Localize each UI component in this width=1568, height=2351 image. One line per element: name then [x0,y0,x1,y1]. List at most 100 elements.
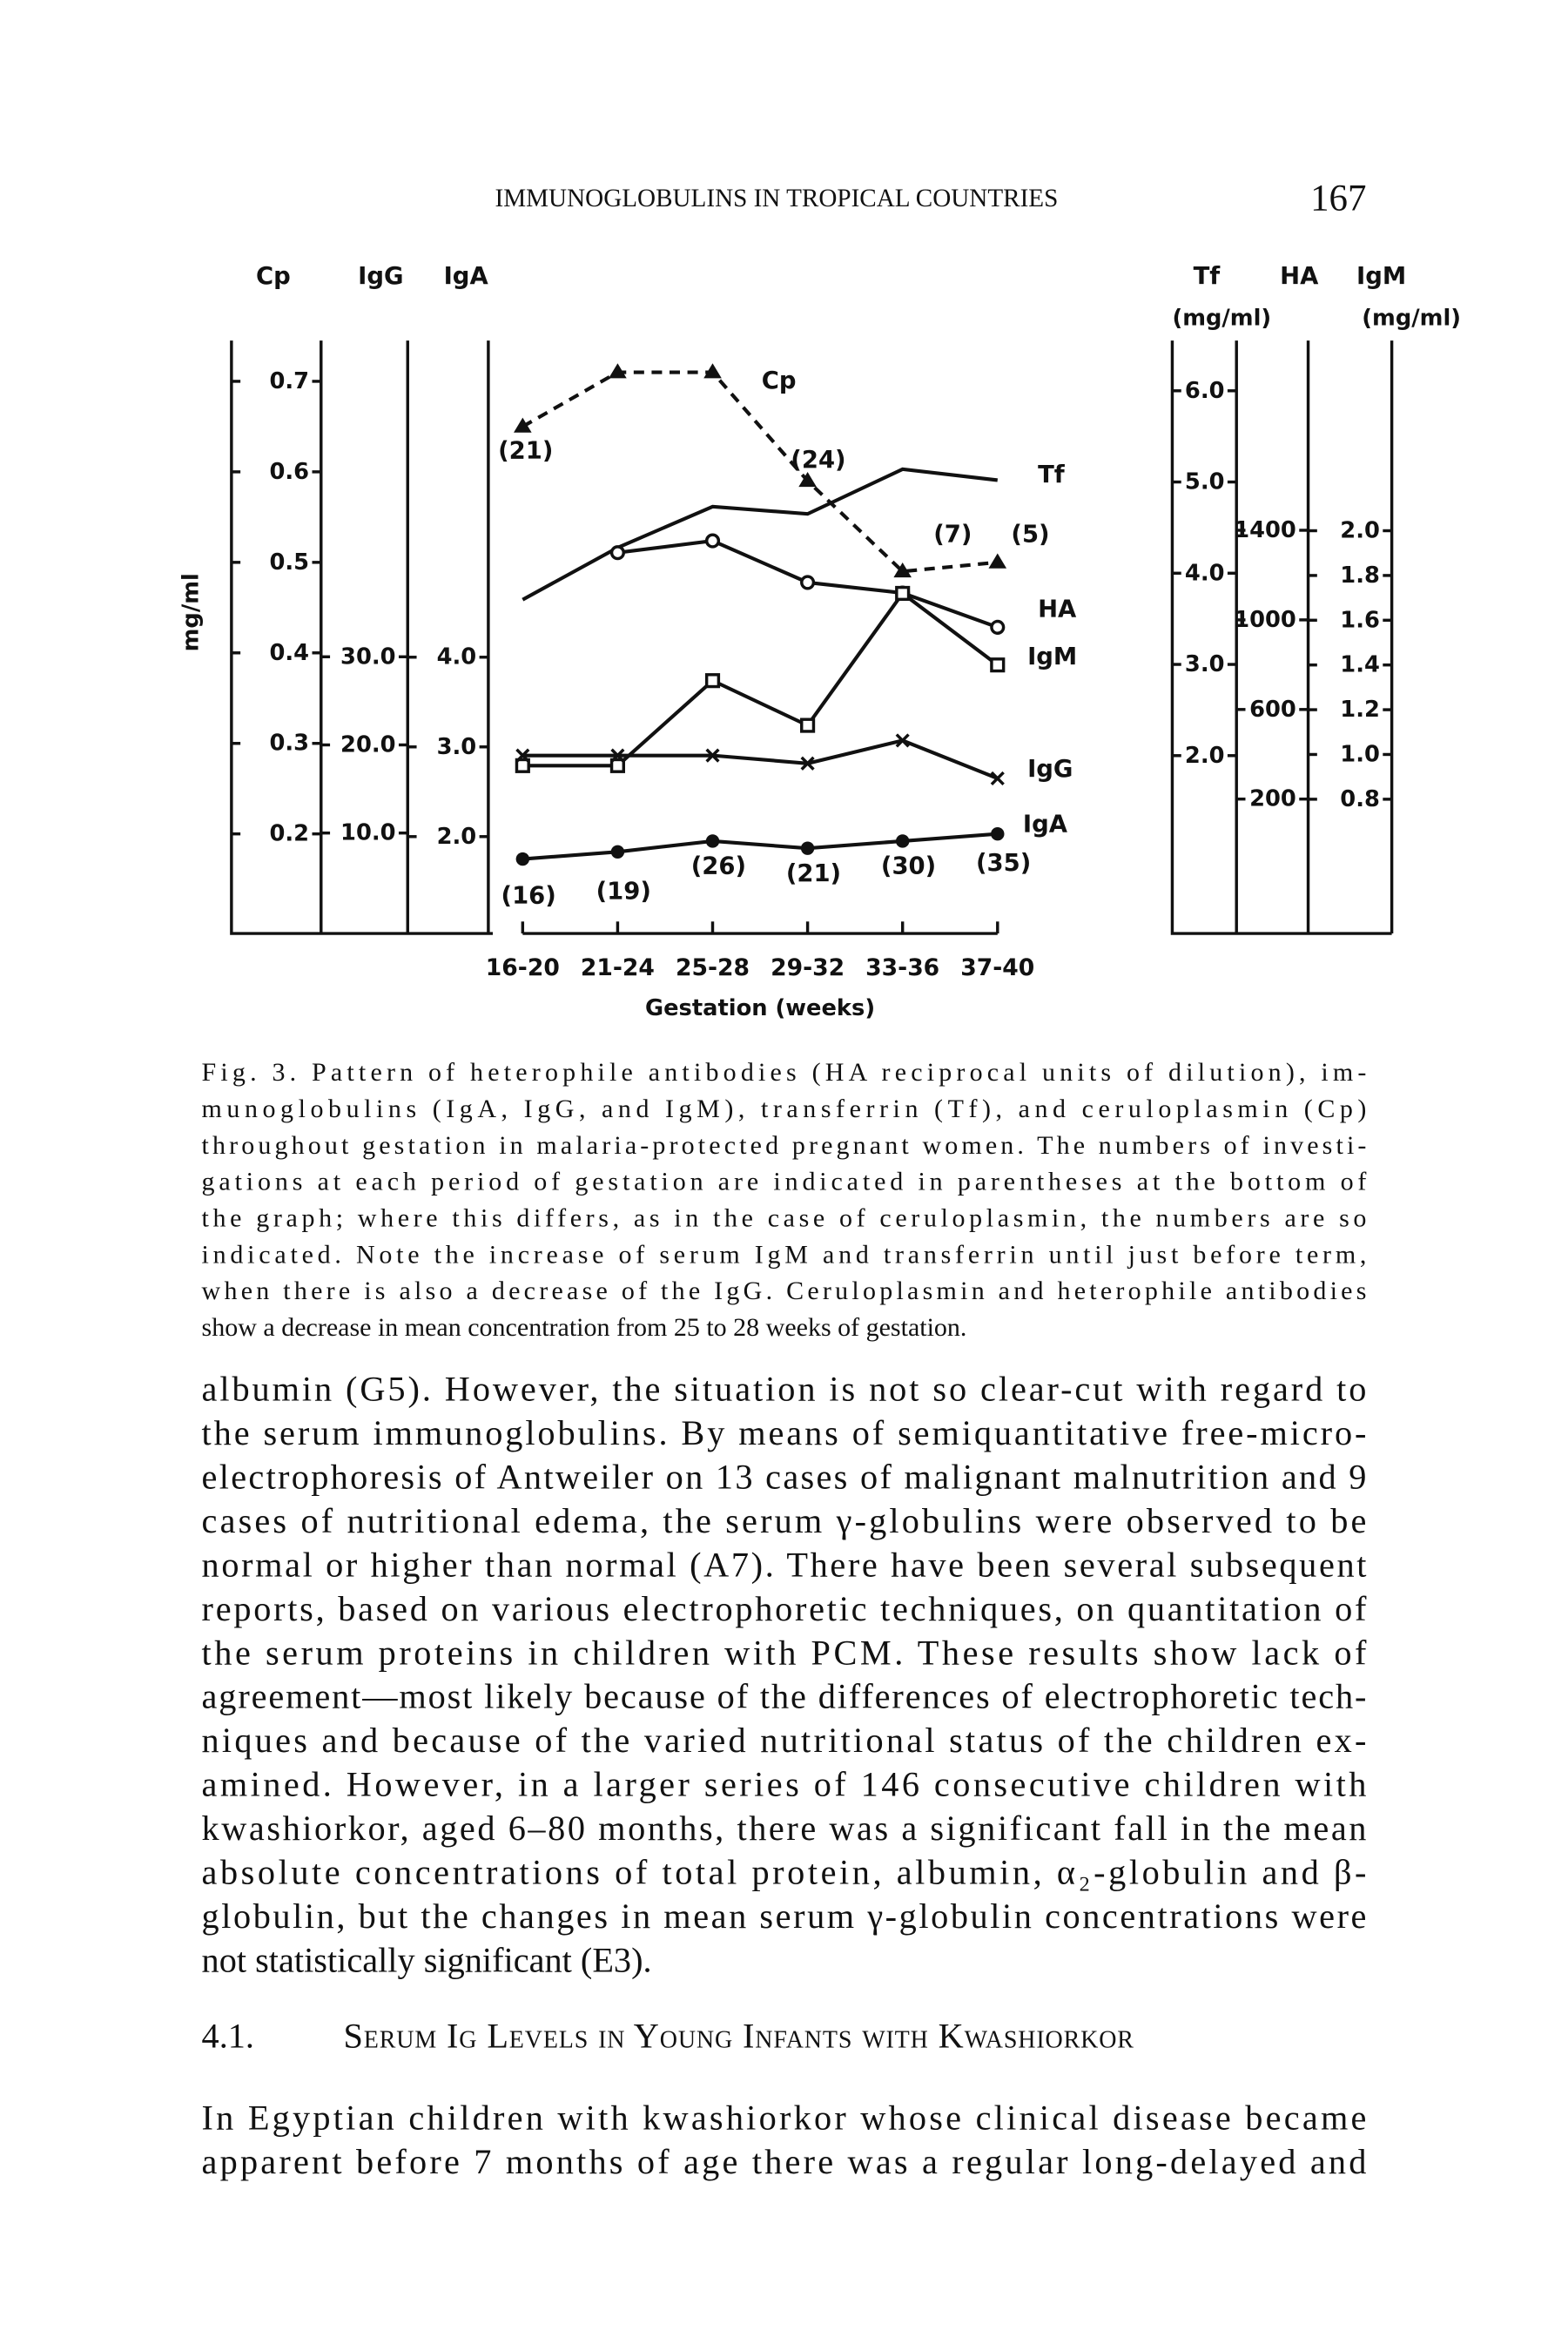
sample-size: (19) [596,879,651,906]
x-tick-label: 37-40 [960,954,1034,981]
section-title: Serum Ig Levels in Young Infants with Kw… [344,2016,1134,2055]
text-line: throughout gestation in malaria-protecte… [202,1131,1367,1160]
y-tick-label: 10.0 [340,820,395,846]
marker [990,657,1006,673]
text-line: absolute concentrations of total protein… [202,1852,1367,1891]
marker [609,758,625,773]
y-tick-label: 0.3 [269,731,309,757]
marker [514,417,532,433]
text-line: cases of nutritional edema, the serum γ-… [202,1501,1367,1540]
marker [705,748,720,763]
series-label: Tf [1038,461,1066,488]
text-line: normal or higher than normal (A7). There… [202,1545,1367,1584]
sample-size: (16) [501,883,556,910]
axis-name: HA [1280,263,1319,290]
marker [990,619,1006,635]
figure: mg/ml Gestation (weeks) Cp 0.7 0.6 0.5 0.4 0.… [178,263,1461,1021]
marker [515,852,530,866]
axis-unit: (mg/ml) [1362,305,1461,331]
cp-sample-size: (21) [498,438,553,465]
series-line [522,590,999,768]
y-tick-label: 1.4 [1340,652,1380,678]
series-line [522,738,999,780]
series-line [522,832,998,861]
cp-sample-size: (5) [1011,522,1049,549]
page-number: 167 [1310,179,1366,219]
marker [609,363,627,379]
y-tick-label: 4.0 [1185,560,1225,586]
y-tick-label: 6.0 [1185,378,1225,404]
marker [988,553,1007,569]
marker [609,545,625,561]
sample-size: (21) [786,860,841,887]
y-tick-label: 0.4 [269,640,309,666]
marker [895,834,910,848]
y-tick-label: 3.0 [1185,651,1225,677]
text-line: niques and because of the varied nutriti… [202,1721,1367,1760]
sample-size: (30) [881,852,936,879]
text-line: kwashiorkor, aged 6–80 months, there was… [202,1809,1367,1848]
marker [515,748,530,763]
y-tick-label: 600 [1249,697,1296,723]
y-tick-label: 2.0 [1340,518,1380,544]
axis-name: Tf [1194,263,1221,290]
series-line [522,467,999,602]
right-axis-frame [1170,340,1394,935]
y-tick-label: 20.0 [340,731,395,758]
y-tick-label: 3.0 [437,734,477,760]
x-tick-label: 33-36 [865,954,939,981]
y-tick-label: 1.6 [1340,607,1380,633]
x-tick-label: 16-20 [486,954,560,981]
y-tick-label: 0.6 [269,459,309,485]
text-line: not statistically significant (E3). [202,1940,652,1979]
text-line: agreement—most likely because of the dif… [202,1677,1367,1716]
marker [990,771,1005,786]
y-tick-label: 200 [1249,786,1296,812]
text-line: indicated. Note the increase of serum Ig… [202,1240,1367,1269]
marker [610,845,625,859]
y-tick-label: 4.0 [437,644,477,670]
series-label: IgM [1027,643,1077,670]
y-tick-label: 1.8 [1340,562,1380,589]
y-axis-label: mg/ml [178,573,205,651]
y-tick-label: 0.7 [269,368,309,394]
text-line: show a decrease in mean concentration fr… [202,1313,967,1342]
y-tick-label: 2.0 [1185,743,1225,769]
left-axis-frame [230,340,494,935]
marker [798,471,817,488]
marker [705,834,720,848]
text-line: In Egyptian children with kwashiorkor wh… [202,2098,1367,2138]
marker [800,841,815,855]
axis-name: IgA [444,263,489,290]
marker [991,826,1005,841]
marker [893,562,912,578]
marker [800,575,816,590]
x-tick-label: 29-32 [771,954,845,981]
series-label: IgA [1023,811,1068,838]
running-title: IMMUNOGLOBULINS IN TROPICAL COUNTRIES [495,185,1059,212]
marker [800,756,815,771]
sample-size: (35) [976,850,1031,877]
y-tick-label: 0.5 [269,549,309,576]
axis-name: Cp [256,263,291,290]
marker [703,363,722,379]
series-label: HA [1038,596,1077,623]
cp-sample-size: (24) [791,447,845,474]
marker [704,533,721,549]
marker [895,585,911,602]
marker [515,758,530,773]
cp-sample-size: (7) [933,522,972,549]
y-tick-label: 1.2 [1340,697,1380,723]
x-tick-label: 25-28 [676,954,750,981]
x-axis-label: Gestation (weeks) [645,995,875,1021]
y-tick-label: 30.0 [340,643,395,670]
y-tick-label: 0.8 [1340,786,1380,812]
series-label: Cp [762,367,797,394]
marker [704,673,721,689]
axis-name: IgG [358,263,403,290]
y-tick-label: 5.0 [1185,469,1225,495]
y-tick-label: 0.2 [269,821,309,847]
series-line [522,370,998,574]
section-number: 4.1. [202,2016,254,2055]
